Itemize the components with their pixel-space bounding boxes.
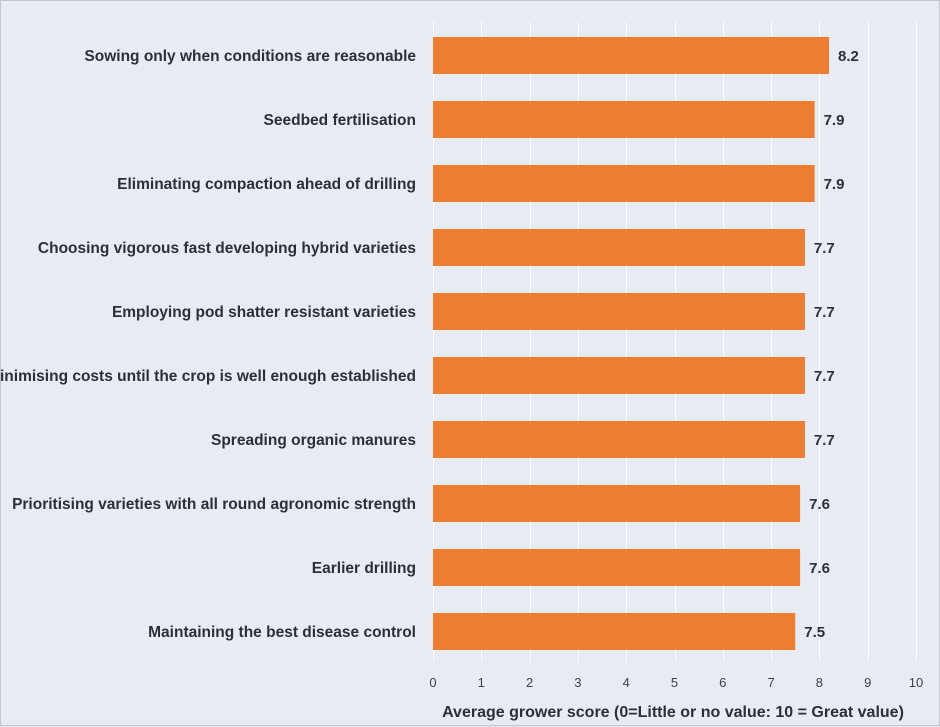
value-label: 7.5 <box>804 624 825 641</box>
bar <box>433 357 805 394</box>
x-tick-label: 8 <box>816 675 823 690</box>
category-label: Earlier drilling <box>312 560 416 577</box>
category-label: Prioritising varieties with all round ag… <box>12 496 416 513</box>
x-tick-label: 4 <box>623 675 630 690</box>
category-label: Choosing vigorous fast developing hybrid… <box>38 240 416 257</box>
bar <box>433 293 805 330</box>
value-label: 7.9 <box>824 176 845 193</box>
x-tick-label: 9 <box>864 675 871 690</box>
x-tick-label: 6 <box>719 675 726 690</box>
value-label: 7.7 <box>814 240 835 257</box>
bar <box>433 549 801 586</box>
x-tick-label: 5 <box>671 675 678 690</box>
value-label: 8.2 <box>838 48 859 65</box>
x-tick-label: 7 <box>767 675 774 690</box>
value-label: 7.7 <box>814 304 835 321</box>
value-label: 7.7 <box>814 368 835 385</box>
bar <box>433 485 801 522</box>
category-labels: Sowing only when conditions are reasonab… <box>1 48 416 641</box>
x-tick-label: 2 <box>526 675 533 690</box>
value-labels: 8.2 7.9 7.9 7.7 7.7 7.7 7.7 7.6 7.6 7.5 <box>804 48 859 641</box>
x-axis-title: Average grower score (0=Little or no val… <box>442 704 904 721</box>
category-label: Spreading organic manures <box>211 432 416 449</box>
category-label: Minimising costs until the crop is well … <box>1 368 416 385</box>
x-tick-label: 3 <box>574 675 581 690</box>
x-tick-labels: 0 1 2 3 4 5 6 7 8 9 10 <box>429 675 923 690</box>
bar <box>433 421 805 458</box>
bars <box>433 37 830 650</box>
x-tick-label: 0 <box>429 675 436 690</box>
value-label: 7.7 <box>814 432 835 449</box>
category-label: Sowing only when conditions are reasonab… <box>84 48 416 65</box>
category-label: Employing pod shatter resistant varietie… <box>112 304 416 321</box>
category-label: Maintaining the best disease control <box>148 624 416 641</box>
value-label: 7.9 <box>824 112 845 129</box>
x-tick-label: 10 <box>909 675 923 690</box>
category-label: Eliminating compaction ahead of drilling <box>117 176 416 193</box>
bar <box>433 165 815 202</box>
category-label: Seedbed fertilisation <box>264 112 416 129</box>
value-label: 7.6 <box>809 496 830 513</box>
value-label: 7.6 <box>809 560 830 577</box>
bar <box>433 101 815 138</box>
bar <box>433 37 830 74</box>
bar <box>433 613 796 650</box>
x-tick-label: 1 <box>478 675 485 690</box>
bar <box>433 229 805 266</box>
